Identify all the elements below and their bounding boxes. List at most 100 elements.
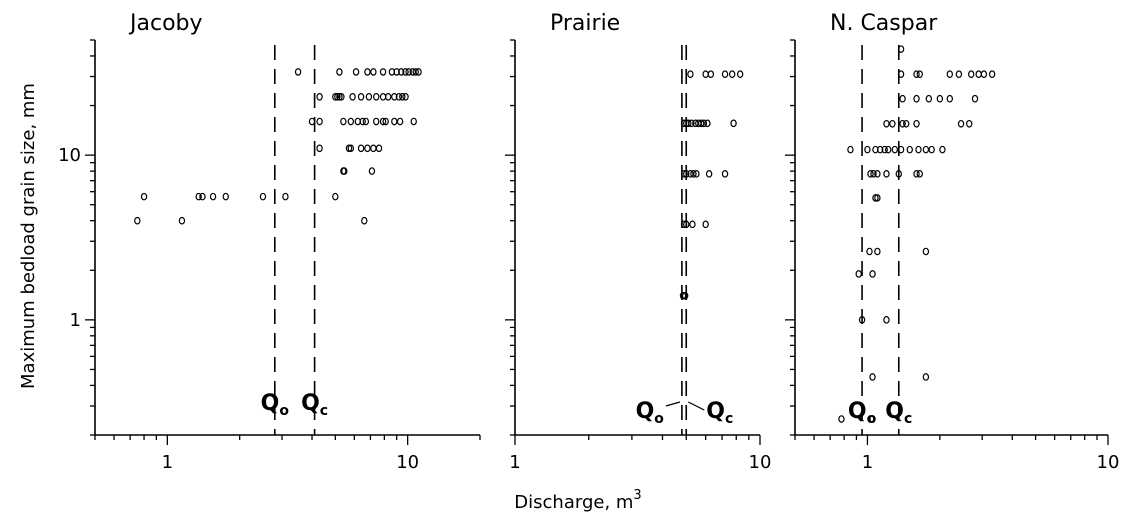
data-point bbox=[178, 216, 186, 225]
data-point bbox=[897, 45, 905, 53]
y-tick-label: 1 bbox=[70, 310, 81, 331]
data-point bbox=[680, 220, 688, 229]
qo-leader-line bbox=[665, 401, 681, 407]
data-point bbox=[364, 68, 371, 76]
data-point bbox=[922, 373, 930, 381]
data-point bbox=[693, 170, 700, 178]
data-point bbox=[881, 145, 888, 154]
chart-panel-2: Prairie 1 10 Qo Qc bbox=[505, 11, 771, 473]
data-point bbox=[209, 192, 217, 201]
data-point bbox=[858, 316, 866, 324]
data-point bbox=[395, 93, 403, 101]
y-axis-title: Maximum bedload grain size, mm bbox=[18, 83, 39, 389]
data-point bbox=[332, 93, 339, 101]
data-point bbox=[373, 117, 380, 126]
data-point bbox=[697, 119, 705, 128]
y-tick-label: 10 bbox=[58, 145, 81, 166]
data-point bbox=[683, 220, 690, 229]
data-point bbox=[897, 70, 905, 78]
data-point bbox=[308, 117, 316, 126]
panel-title: Jacoby bbox=[128, 11, 203, 36]
qo-label: Qo bbox=[848, 399, 877, 427]
data-point bbox=[702, 220, 709, 229]
data-point bbox=[874, 194, 881, 202]
data-point bbox=[336, 68, 343, 76]
data-point bbox=[373, 93, 380, 101]
data-point bbox=[955, 70, 963, 78]
data-point bbox=[399, 93, 406, 101]
data-point bbox=[410, 117, 417, 126]
data-point bbox=[685, 119, 692, 128]
data-point bbox=[222, 192, 229, 201]
data-point bbox=[690, 170, 697, 178]
x-axis-title-main: Discharge, m bbox=[514, 492, 633, 513]
x-tick-label: 10 bbox=[396, 452, 419, 473]
data-point bbox=[382, 117, 389, 126]
data-point bbox=[700, 119, 708, 128]
data-point bbox=[375, 144, 383, 153]
x-tick-label: 1 bbox=[509, 452, 520, 473]
data-point bbox=[728, 70, 736, 78]
data-point bbox=[338, 93, 345, 101]
data-point bbox=[971, 94, 979, 103]
data-point bbox=[906, 145, 913, 154]
data-point bbox=[939, 145, 946, 154]
data-point bbox=[916, 170, 923, 178]
qc-label: Qc bbox=[301, 391, 328, 419]
data-point bbox=[393, 68, 400, 76]
data-point bbox=[687, 170, 694, 178]
data-point bbox=[915, 145, 922, 154]
data-point bbox=[140, 192, 148, 201]
data-point bbox=[928, 145, 935, 154]
data-point bbox=[341, 167, 348, 175]
data-point bbox=[922, 247, 930, 256]
x-axis-title-superscript: 3 bbox=[633, 488, 641, 503]
data-point bbox=[379, 93, 387, 101]
data-point bbox=[869, 373, 876, 381]
data-point bbox=[357, 144, 365, 153]
qo-label: Qo bbox=[636, 399, 665, 427]
data-point bbox=[316, 117, 323, 126]
data-point bbox=[967, 70, 975, 78]
data-point bbox=[134, 216, 141, 225]
x-tick-label: 1 bbox=[162, 452, 173, 473]
panel-title: N. Caspar bbox=[830, 11, 938, 36]
x-tick-label: 10 bbox=[749, 452, 772, 473]
data-point bbox=[370, 144, 377, 153]
data-point bbox=[370, 68, 377, 76]
data-point bbox=[379, 68, 387, 76]
data-point bbox=[936, 94, 944, 103]
data-point bbox=[721, 170, 729, 178]
data-point bbox=[899, 119, 906, 128]
data-point bbox=[361, 216, 368, 225]
data-point bbox=[365, 93, 373, 101]
chart-panel-1: Jacoby 1 10 1 10 Qo Qc bbox=[58, 11, 481, 473]
data-point bbox=[895, 170, 902, 178]
data-point bbox=[347, 144, 355, 153]
data-point bbox=[316, 144, 323, 153]
data-point bbox=[867, 170, 874, 178]
data-point bbox=[705, 170, 713, 178]
data-point bbox=[884, 145, 892, 154]
data-point bbox=[405, 68, 412, 76]
data-point bbox=[368, 167, 376, 175]
data-point bbox=[689, 220, 696, 229]
data-point bbox=[891, 145, 899, 154]
data-point bbox=[903, 119, 910, 128]
data-point bbox=[402, 93, 409, 101]
data-point bbox=[855, 270, 862, 278]
data-point bbox=[913, 94, 920, 103]
panel-title: Prairie bbox=[550, 11, 620, 36]
data-point bbox=[889, 119, 896, 128]
data-point bbox=[975, 70, 982, 78]
data-point bbox=[704, 119, 711, 128]
data-point bbox=[883, 170, 890, 178]
data-point bbox=[870, 170, 877, 178]
data-point bbox=[957, 119, 965, 128]
data-point bbox=[925, 94, 933, 103]
chart-panel-3: N. Caspar 1 10 Qo Qc bbox=[785, 11, 1119, 473]
data-point bbox=[259, 192, 267, 201]
data-point bbox=[687, 70, 694, 78]
data-point bbox=[402, 68, 409, 76]
data-point bbox=[683, 170, 690, 178]
